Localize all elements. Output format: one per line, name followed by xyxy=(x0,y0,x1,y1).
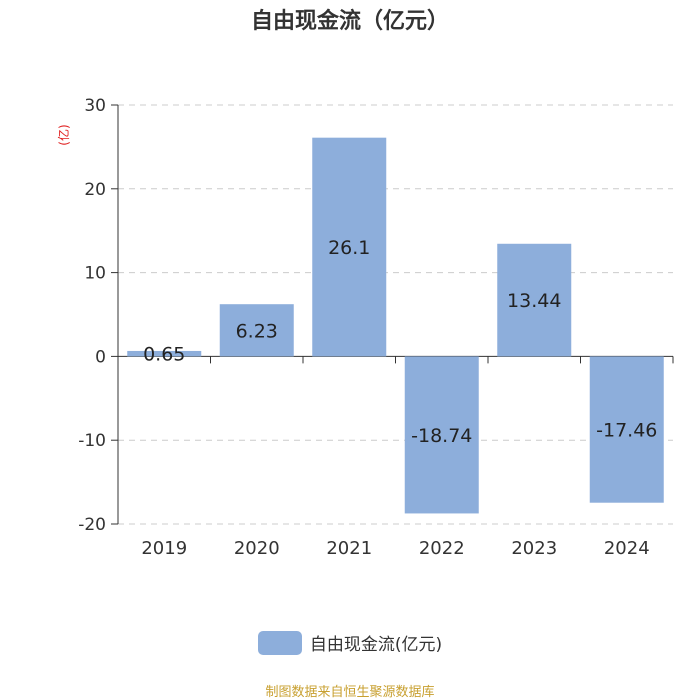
bar[interactable] xyxy=(589,356,664,503)
x-tick-label: 2019 xyxy=(141,538,187,559)
y-tick-label: 20 xyxy=(84,180,106,200)
y-tick-label: -10 xyxy=(78,431,106,451)
x-tick-label: 2023 xyxy=(511,538,557,559)
bars xyxy=(127,137,664,514)
y-tick-label: 30 xyxy=(84,96,106,116)
y-axis-unit-label: (亿) xyxy=(56,124,71,145)
y-tick-label: -20 xyxy=(78,515,106,535)
bar[interactable] xyxy=(127,350,202,357)
y-tick-label: 0 xyxy=(95,347,106,367)
y-tick-label: 10 xyxy=(84,264,106,284)
x-tick-label: 2021 xyxy=(326,538,372,559)
x-tick-label: 2024 xyxy=(604,538,650,559)
grid-lines xyxy=(118,104,673,525)
bar[interactable] xyxy=(312,137,387,357)
data-label: 0.65 xyxy=(143,344,185,366)
data-label: -17.46 xyxy=(596,420,657,442)
data-label: -18.74 xyxy=(411,425,472,447)
bar[interactable] xyxy=(404,356,479,514)
data-label: 13.44 xyxy=(507,290,561,312)
bar[interactable] xyxy=(219,304,294,357)
legend-label: 自由现金流(亿元) xyxy=(309,635,443,655)
data-labels: 0.65 6.23 26.1 -18.74 13.44 -17.46 xyxy=(143,237,657,447)
bar[interactable] xyxy=(497,243,572,357)
x-tick-label: 2022 xyxy=(419,538,465,559)
axes: 30 20 10 0 -10 -20 2019 2020 2021 2022 2023 2024 xyxy=(78,96,674,559)
chart-title: 自由现金流（亿元） xyxy=(250,9,449,34)
legend[interactable]: 自由现金流(亿元) xyxy=(0,630,700,655)
source-note: 制图数据来自恒生聚源数据库 xyxy=(265,685,435,700)
x-tick-label: 2020 xyxy=(234,538,280,559)
data-label: 6.23 xyxy=(236,320,278,342)
legend-swatch xyxy=(257,630,302,655)
data-label: 26.1 xyxy=(328,237,370,259)
